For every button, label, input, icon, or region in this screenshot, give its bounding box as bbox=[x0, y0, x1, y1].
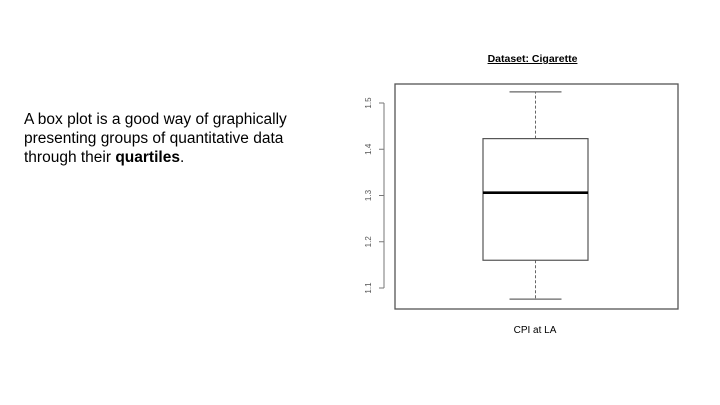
slide-text-bold: quartiles bbox=[115, 149, 180, 166]
slide-text-end: . bbox=[179, 149, 185, 166]
plot-frame bbox=[394, 83, 679, 310]
y-tick-label-0: 1.1 bbox=[364, 282, 373, 294]
slide-body-text: A box plot is a good way of graphically … bbox=[24, 110, 324, 167]
y-tick-label-1: 1.2 bbox=[364, 236, 373, 248]
iqr-box bbox=[482, 138, 589, 261]
slide-text-part: A box plot is a good way of graphically … bbox=[24, 111, 287, 166]
chart-title: Dataset: Cigarette bbox=[487, 53, 578, 65]
y-tick-label-2: 1.3 bbox=[364, 189, 373, 201]
y-tick-label-3: 1.4 bbox=[364, 143, 373, 155]
x-axis-label: CPI at LA bbox=[513, 325, 557, 336]
y-tick-label-4: 1.5 bbox=[364, 97, 373, 109]
